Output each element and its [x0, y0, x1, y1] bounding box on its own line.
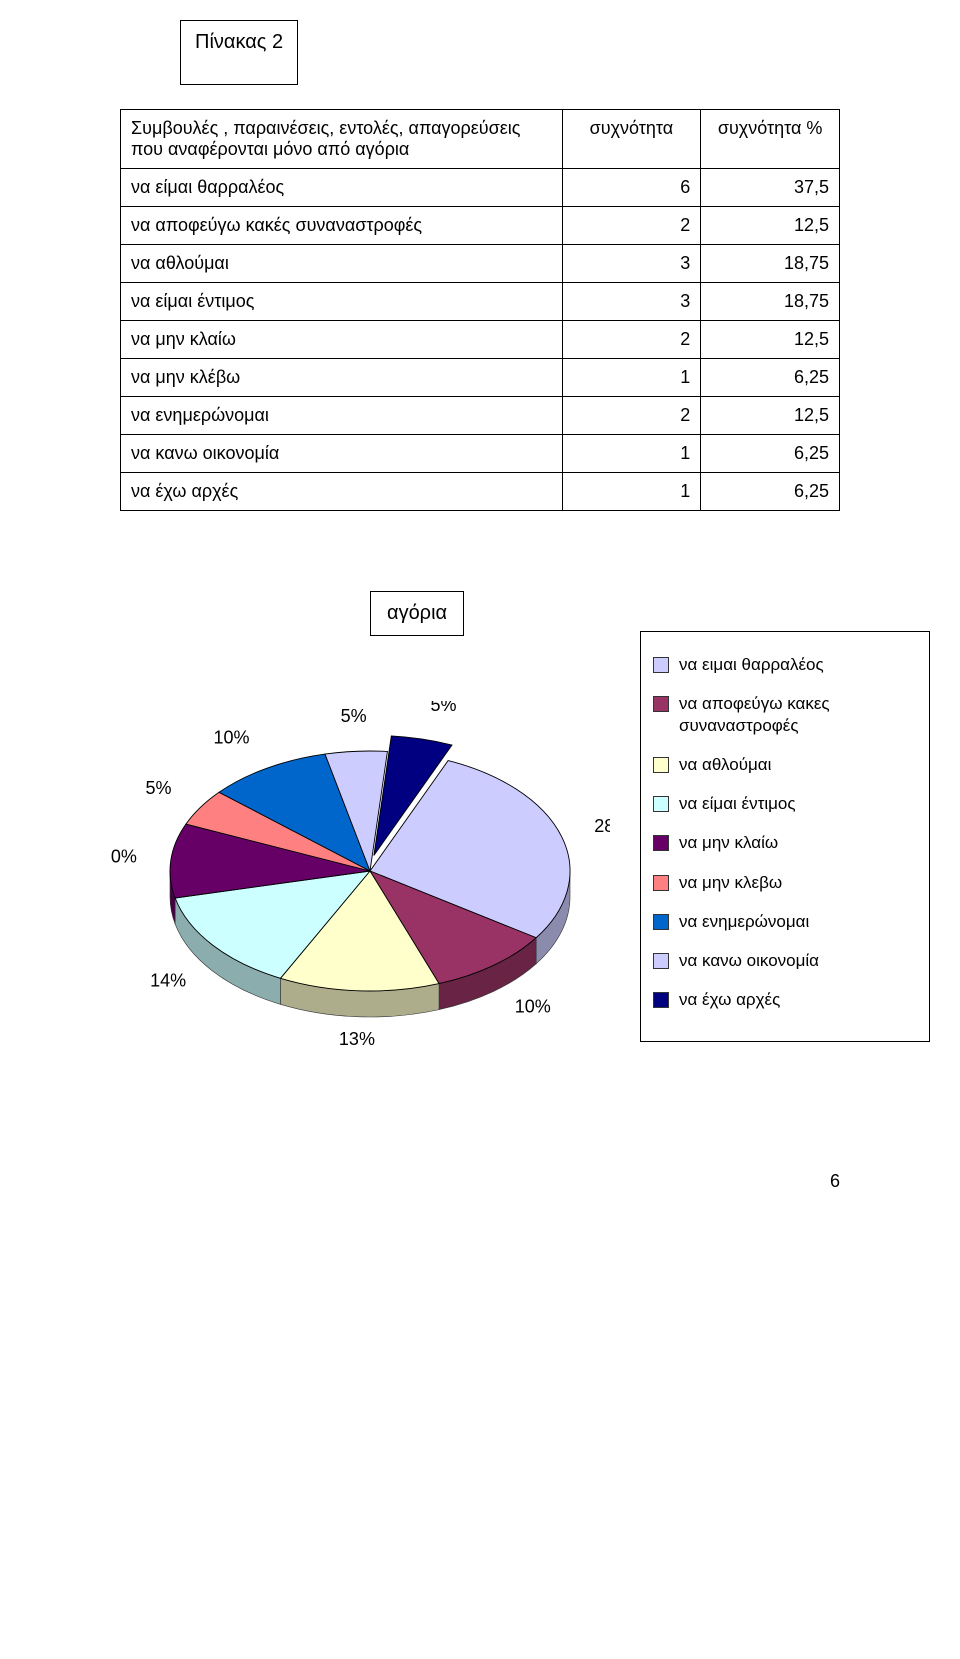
- table-row: να αποφεύγω κακές συναναστροφές212,5: [121, 207, 840, 245]
- legend-swatch: [653, 914, 669, 930]
- pie-slice-label: 10%: [110, 846, 137, 866]
- row-freq: 3: [562, 245, 701, 283]
- legend-item: να αθλούμαι: [653, 754, 913, 775]
- legend-item: να ενημερώνομαι: [653, 911, 913, 932]
- pie-slice-label: 10%: [213, 728, 249, 748]
- legend-item: να μην κλεβω: [653, 872, 913, 893]
- pie-slice-label: 5%: [430, 701, 456, 715]
- header-col1: συχνότητα: [562, 110, 701, 169]
- row-freq: 2: [562, 321, 701, 359]
- legend-label: να αθλούμαι: [679, 754, 771, 775]
- table-row: να είμαι θαρραλέος637,5: [121, 169, 840, 207]
- legend-label: να είμαι έντιμος: [679, 793, 796, 814]
- header-desc: Συμβουλές , παραινέσεις, εντολές, απαγορ…: [121, 110, 563, 169]
- legend-swatch: [653, 757, 669, 773]
- row-label: να μην κλαίω: [121, 321, 563, 359]
- legend-item: να αποφεύγω κακες συναναστροφές: [653, 693, 913, 736]
- table-row: να έχω αρχές16,25: [121, 473, 840, 511]
- legend-swatch: [653, 953, 669, 969]
- legend-item: να είμαι έντιμος: [653, 793, 913, 814]
- pie-slice-label: 28%: [594, 816, 610, 836]
- legend-swatch: [653, 657, 669, 673]
- row-freq: 1: [562, 435, 701, 473]
- header-col2: συχνότητα %: [701, 110, 840, 169]
- page-number: 6: [120, 1171, 840, 1192]
- table-row: να είμαι έντιμος318,75: [121, 283, 840, 321]
- pie-chart-area: αγόρια 28%10%13%14%10%5%10%5%5% να ειμαι…: [120, 591, 940, 1111]
- table-row: να κανω οικονομία16,25: [121, 435, 840, 473]
- row-pct: 6,25: [701, 359, 840, 397]
- row-freq: 2: [562, 207, 701, 245]
- row-label: να αθλούμαι: [121, 245, 563, 283]
- legend-label: να κανω οικονομία: [679, 950, 819, 971]
- row-pct: 12,5: [701, 397, 840, 435]
- row-pct: 6,25: [701, 473, 840, 511]
- legend-label: να μην κλεβω: [679, 872, 782, 893]
- row-label: να είμαι έντιμος: [121, 283, 563, 321]
- table-row: να αθλούμαι318,75: [121, 245, 840, 283]
- row-pct: 37,5: [701, 169, 840, 207]
- legend-swatch: [653, 796, 669, 812]
- legend-swatch: [653, 992, 669, 1008]
- row-pct: 18,75: [701, 283, 840, 321]
- row-label: να μην κλέβω: [121, 359, 563, 397]
- row-pct: 18,75: [701, 245, 840, 283]
- row-pct: 12,5: [701, 207, 840, 245]
- row-freq: 1: [562, 359, 701, 397]
- row-label: να έχω αρχές: [121, 473, 563, 511]
- legend-label: να μην κλαίω: [679, 832, 778, 853]
- legend-item: να μην κλαίω: [653, 832, 913, 853]
- legend-item: να ειμαι θαρραλέος: [653, 654, 913, 675]
- legend-swatch: [653, 835, 669, 851]
- table-title: Πίνακας 2: [180, 20, 298, 85]
- legend: να ειμαι θαρραλέος να αποφεύγω κακες συνα…: [640, 631, 930, 1042]
- row-label: να είμαι θαρραλέος: [121, 169, 563, 207]
- table-row: να μην κλαίω212,5: [121, 321, 840, 359]
- row-label: να αποφεύγω κακές συναναστροφές: [121, 207, 563, 245]
- legend-label: να ειμαι θαρραλέος: [679, 654, 824, 675]
- pie-slice-label: 5%: [146, 778, 172, 798]
- legend-item: να κανω οικονομία: [653, 950, 913, 971]
- chart-title: αγόρια: [370, 591, 464, 636]
- pie-slice-label: 13%: [339, 1029, 375, 1049]
- row-pct: 12,5: [701, 321, 840, 359]
- legend-swatch: [653, 875, 669, 891]
- pie-slice-label: 10%: [515, 996, 551, 1016]
- row-label: να ενημερώνομαι: [121, 397, 563, 435]
- legend-label: να ενημερώνομαι: [679, 911, 809, 932]
- row-freq: 3: [562, 283, 701, 321]
- row-pct: 6,25: [701, 435, 840, 473]
- row-freq: 1: [562, 473, 701, 511]
- pie-slice-label: 5%: [341, 706, 367, 726]
- table-row: να ενημερώνομαι212,5: [121, 397, 840, 435]
- legend-item: να έχω αρχές: [653, 989, 913, 1010]
- row-freq: 6: [562, 169, 701, 207]
- row-label: να κανω οικονομία: [121, 435, 563, 473]
- row-freq: 2: [562, 397, 701, 435]
- pie-chart: 28% 10% 13% 14% 10% 5% 10% 5% 5%: [110, 701, 610, 1081]
- pie-slice-label: 14%: [150, 971, 186, 991]
- legend-swatch: [653, 696, 669, 712]
- data-table: Συμβουλές , παραινέσεις, εντολές, απαγορ…: [120, 109, 840, 511]
- legend-label: να αποφεύγω κακες συναναστροφές: [679, 693, 913, 736]
- legend-label: να έχω αρχές: [679, 989, 780, 1010]
- table-row: να μην κλέβω16,25: [121, 359, 840, 397]
